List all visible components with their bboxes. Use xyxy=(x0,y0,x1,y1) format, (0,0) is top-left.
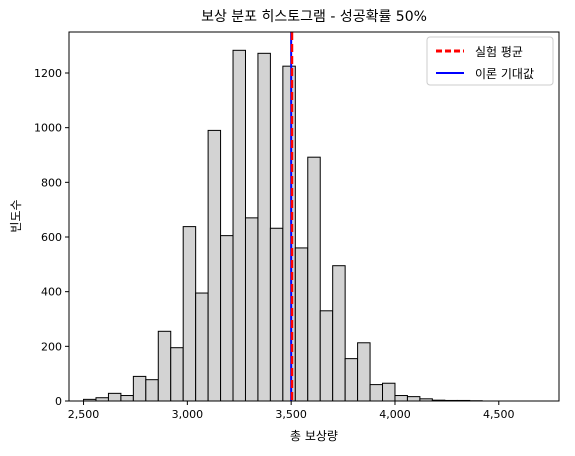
x-tick-label: 4,500 xyxy=(483,408,515,421)
x-tick-label: 2,500 xyxy=(68,408,100,421)
histogram-bar xyxy=(183,227,195,401)
legend: 실험 평균 이론 기대값 xyxy=(427,37,553,85)
histogram-bar xyxy=(258,53,270,401)
y-tick-label: 200 xyxy=(41,340,62,353)
y-tick-label: 400 xyxy=(41,286,62,299)
y-axis-label: 빈도수 xyxy=(9,199,23,232)
legend-label-experimental-mean: 실험 평균 xyxy=(475,45,523,59)
bars-layer xyxy=(84,50,483,401)
histogram-bar xyxy=(333,266,345,401)
histogram-bar xyxy=(121,396,133,401)
y-axis-ticks: 0 200 400 600 800 1000 1200 xyxy=(34,67,69,408)
x-tick-label: 3,000 xyxy=(172,408,204,421)
reference-lines-layer xyxy=(291,32,292,401)
x-tick-label: 4,000 xyxy=(379,408,411,421)
histogram-bar xyxy=(270,228,282,401)
histogram-bar xyxy=(407,397,419,401)
y-tick-label: 0 xyxy=(55,395,62,408)
histogram-bar xyxy=(133,376,145,401)
y-tick-label: 800 xyxy=(41,176,62,189)
histogram-bar xyxy=(395,396,407,401)
histogram-bar xyxy=(208,130,220,401)
y-tick-label: 1200 xyxy=(34,67,62,80)
legend-label-theoretical-expectation: 이론 기대값 xyxy=(475,67,534,81)
histogram-bar xyxy=(171,348,183,401)
x-axis-ticks: 2,500 3,000 3,500 4,000 4,500 xyxy=(68,401,515,421)
histogram-bar xyxy=(196,293,208,401)
histogram-bar xyxy=(283,66,295,401)
histogram-bar xyxy=(320,311,332,401)
histogram-bar xyxy=(345,359,357,401)
histogram-bar xyxy=(245,218,257,401)
x-tick-label: 3,500 xyxy=(275,408,307,421)
histogram-bar xyxy=(383,383,395,401)
histogram-bar xyxy=(221,236,233,401)
y-tick-label: 1000 xyxy=(34,122,62,135)
histogram-bar xyxy=(158,331,170,401)
x-axis-label: 총 보상량 xyxy=(290,429,338,443)
y-tick-label: 600 xyxy=(41,231,62,244)
histogram-bar xyxy=(146,380,158,401)
histogram-bar xyxy=(295,248,307,401)
histogram-bar xyxy=(358,343,370,401)
histogram-bar xyxy=(370,385,382,401)
histogram-bar xyxy=(308,157,320,401)
chart-title: 보상 분포 히스토그램 - 성공확률 50% xyxy=(201,9,427,25)
histogram-bar xyxy=(108,393,120,401)
histogram-bar xyxy=(233,50,245,401)
